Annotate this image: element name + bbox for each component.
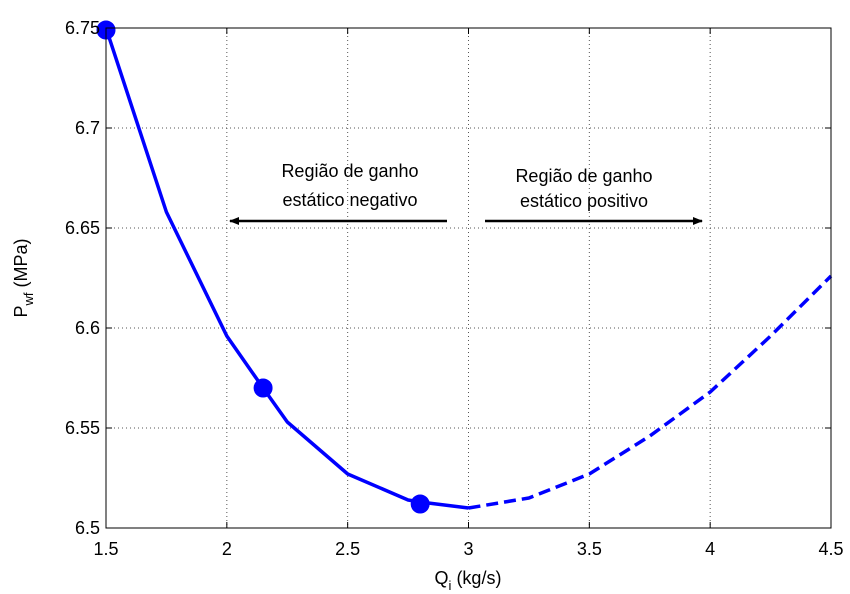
annotation-negative-line-1: Região de ganho bbox=[281, 161, 418, 181]
annotation-positive-line-1: Região de ganho bbox=[515, 166, 652, 186]
x-tick-label: 3.5 bbox=[577, 539, 602, 559]
x-tick-label: 3 bbox=[463, 539, 473, 559]
y-tick-layer: 6.5 6.55 6.6 6.65 6.7 6.75 bbox=[65, 18, 831, 538]
y-axis-label: Pwf (MPa) bbox=[11, 238, 36, 317]
x-tick-label: 1.5 bbox=[93, 539, 118, 559]
x-tick-label: 4.5 bbox=[818, 539, 843, 559]
annotation-negative-line-2: estático negativo bbox=[282, 190, 417, 210]
x-axis-label: Qi (kg/s) bbox=[435, 568, 502, 593]
y-tick-label: 6.75 bbox=[65, 18, 100, 38]
y-tick-label: 6.7 bbox=[75, 118, 100, 138]
x-tick-label: 2 bbox=[222, 539, 232, 559]
x-tick-label: 2.5 bbox=[335, 539, 360, 559]
annotation-positive-line-2: estático positivo bbox=[520, 191, 648, 211]
x-tick-label: 4 bbox=[705, 539, 715, 559]
series-line-dashed bbox=[468, 274, 833, 510]
y-tick-label: 6.55 bbox=[65, 418, 100, 438]
data-point-marker bbox=[253, 378, 273, 398]
y-tick-label: 6.5 bbox=[75, 518, 100, 538]
data-point-marker bbox=[410, 494, 430, 514]
x-tick-layer: 1.5 2 2.5 3 3.5 4 4.5 bbox=[93, 28, 844, 559]
y-tick-label: 6.65 bbox=[65, 218, 100, 238]
y-tick-label: 6.6 bbox=[75, 318, 100, 338]
